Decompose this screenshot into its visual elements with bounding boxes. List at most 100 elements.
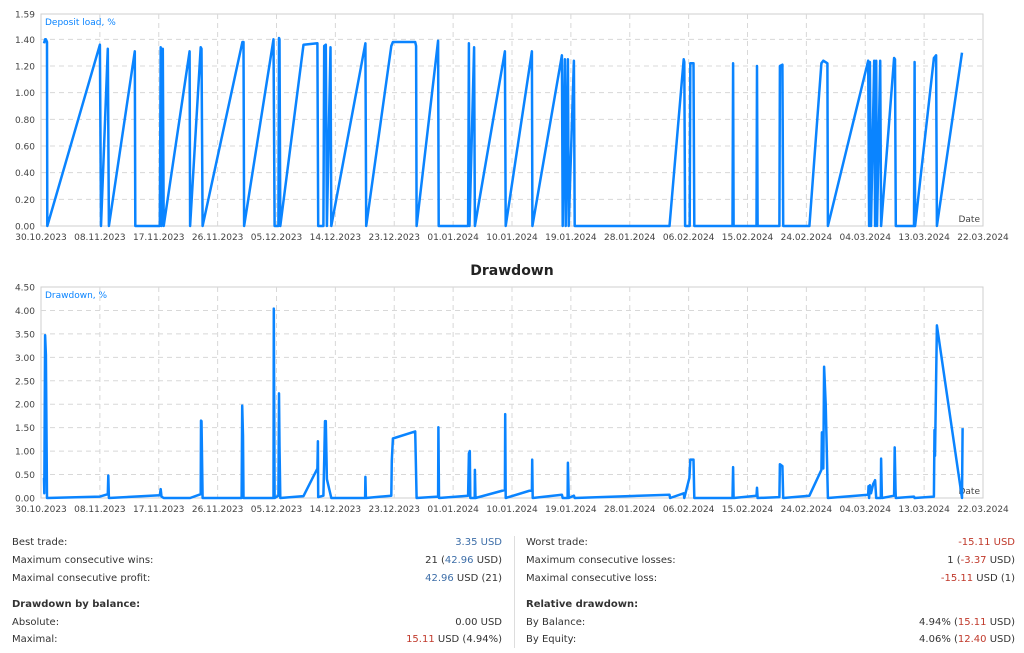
- series-label: Drawdown, %: [45, 291, 108, 301]
- x-tick-label: 19.01.2024: [545, 505, 597, 515]
- drawdown-chart: 0.00 0.50 1.00 1.50 2.00 2.50 3.00 3.50 4.00 4.50…: [15, 284, 1009, 516]
- y-tick-label: 2.50: [15, 377, 35, 387]
- value-part: 4.06% (: [919, 634, 958, 645]
- stat-row-max-consecutive-losses: Maximum consecutive losses: 1 (-3.37 USD…: [526, 554, 1015, 568]
- y-tick-label: 0.20: [15, 196, 35, 206]
- series-line: [42, 307, 964, 500]
- x-tick-label: 01.01.2024: [427, 505, 479, 515]
- x-tick-label: 05.12.2023: [251, 233, 303, 243]
- value-part: USD): [986, 555, 1015, 566]
- max-consecutive-profit-value: 42.96 USD (21): [425, 572, 502, 586]
- y-tick-label: 1.20: [15, 63, 35, 73]
- y-tick-label: 1.50: [15, 424, 35, 434]
- value-part: 1 (: [947, 555, 961, 566]
- max-consecutive-wins-label: Maximum consecutive wins:: [12, 555, 154, 566]
- x-tick-label: 13.03.2024: [898, 233, 950, 243]
- max-consecutive-wins-value: 21 (42.96 USD): [425, 554, 502, 568]
- x-tick-label: 22.03.2024: [957, 233, 1009, 243]
- x-tick-label: 23.12.2023: [368, 233, 420, 243]
- value-part: 21 (: [425, 555, 445, 566]
- stat-row-max-consecutive-loss: Maximal consecutive loss: -15.11 USD (1): [526, 572, 1015, 586]
- value-highlight: 12.40: [957, 634, 987, 645]
- value-part: USD (21): [453, 573, 502, 584]
- by-equity-label: By Equity:: [526, 634, 577, 645]
- value-highlight: 42.96: [444, 555, 474, 566]
- value-highlight: -15.11: [940, 573, 974, 584]
- x-tick-label: 17.11.2023: [133, 505, 185, 515]
- by-equity-value: 4.06% (12.40 USD): [919, 633, 1015, 647]
- x-tick-label: 22.03.2024: [957, 505, 1009, 515]
- x-tick-label: 30.10.2023: [15, 505, 67, 515]
- absolute-value: 0.00 USD: [455, 617, 502, 628]
- x-tick-label: 24.02.2024: [781, 233, 833, 243]
- max-consecutive-loss-value: -15.11 USD (1): [941, 572, 1015, 586]
- best-trade-value: 3.35 USD: [455, 537, 502, 548]
- max-consecutive-loss-label: Maximal consecutive loss:: [526, 573, 658, 584]
- max-consecutive-losses-label: Maximum consecutive losses:: [526, 555, 676, 566]
- x-tick-label: 08.11.2023: [74, 233, 126, 243]
- x-tick-label: 15.02.2024: [722, 505, 774, 515]
- x-tick-label: 30.10.2023: [15, 233, 67, 243]
- x-tick-label: 28.01.2024: [604, 505, 656, 515]
- y-tick-label: 0.50: [15, 471, 35, 481]
- value-highlight: 15.11: [957, 617, 987, 628]
- value-part: USD): [986, 634, 1015, 645]
- max-consecutive-losses-value: 1 (-3.37 USD): [947, 554, 1015, 568]
- best-trade-label: Best trade:: [12, 537, 68, 548]
- worst-trade-value: -15.11 USD: [958, 537, 1015, 548]
- maximal-value: 15.11 USD (4.94%): [406, 633, 502, 647]
- drawdown-balance-heading-row: Drawdown by balance:: [12, 598, 502, 612]
- by-balance-value: 4.94% (15.11 USD): [919, 616, 1015, 630]
- charts-canvas: 0.00 0.20 0.40 0.60 0.80 1.00 1.20 1.40 1.59 30.1…: [15, 11, 1009, 516]
- stat-row-best-trade: Best trade: 3.35 USD: [12, 536, 502, 550]
- x-tick-label: 26.11.2023: [192, 233, 244, 243]
- deposit-load-chart: 0.00 0.20 0.40 0.60 0.80 1.00 1.20 1.40 1.59 30.1…: [15, 11, 1009, 244]
- value-highlight: 15.11: [406, 634, 435, 645]
- stat-row-by-equity: By Equity: 4.06% (12.40 USD): [526, 633, 1015, 647]
- stat-row-by-balance: By Balance: 4.94% (15.11 USD): [526, 616, 1015, 630]
- column-divider: [514, 536, 515, 648]
- x-tick-label: 13.03.2024: [898, 505, 950, 515]
- value-highlight: 42.96: [425, 573, 454, 584]
- maximal-label: Maximal:: [12, 634, 58, 645]
- y-tick-label: 0.60: [15, 143, 35, 153]
- x-axis-label: Date: [958, 487, 980, 497]
- y-tick-label: 1.40: [15, 36, 35, 46]
- x-tick-label: 05.12.2023: [251, 505, 303, 515]
- x-tick-label: 10.01.2024: [486, 505, 538, 515]
- value-part: USD): [986, 617, 1015, 628]
- by-balance-label: By Balance:: [526, 617, 586, 628]
- y-tick-label: 3.00: [15, 354, 35, 364]
- x-tick-label: 01.01.2024: [427, 233, 479, 243]
- relative-drawdown-heading-row: Relative drawdown:: [526, 598, 1015, 612]
- value-part: USD): [473, 555, 502, 566]
- series-label: Deposit load, %: [45, 18, 116, 28]
- x-tick-label: 14.12.2023: [310, 233, 362, 243]
- y-tick-label: 1.59: [15, 11, 35, 21]
- x-tick-label: 17.11.2023: [133, 233, 185, 243]
- x-tick-label: 26.11.2023: [192, 505, 244, 515]
- x-axis-label: Date: [958, 215, 980, 225]
- drawdown-by-balance-heading: Drawdown by balance:: [12, 599, 141, 610]
- y-tick-label: 0.00: [15, 495, 35, 505]
- y-tick-label: 1.00: [15, 89, 35, 99]
- y-tick-label: 2.00: [15, 401, 35, 411]
- value-part: USD (1): [973, 573, 1015, 584]
- x-tick-label: 06.02.2024: [663, 505, 715, 515]
- value-part: USD (4.94%): [434, 634, 502, 645]
- x-tick-label: 19.01.2024: [545, 233, 597, 243]
- x-tick-label: 15.02.2024: [722, 233, 774, 243]
- x-tick-label: 08.11.2023: [74, 505, 126, 515]
- y-tick-label: 1.00: [15, 448, 35, 458]
- x-tick-label: 06.02.2024: [663, 233, 715, 243]
- x-tick-label: 04.03.2024: [839, 233, 891, 243]
- y-tick-label: 0.80: [15, 116, 35, 126]
- drawdown-chart-title: Drawdown: [470, 263, 553, 279]
- max-consecutive-profit-label: Maximal consecutive profit:: [12, 573, 151, 584]
- series-line: [42, 36, 964, 228]
- stat-row-absolute: Absolute: 0.00 USD: [12, 616, 502, 630]
- x-tick-label: 14.12.2023: [310, 505, 362, 515]
- stat-row-worst-trade: Worst trade: -15.11 USD: [526, 536, 1015, 550]
- stat-row-maximal: Maximal: 15.11 USD (4.94%): [12, 633, 502, 647]
